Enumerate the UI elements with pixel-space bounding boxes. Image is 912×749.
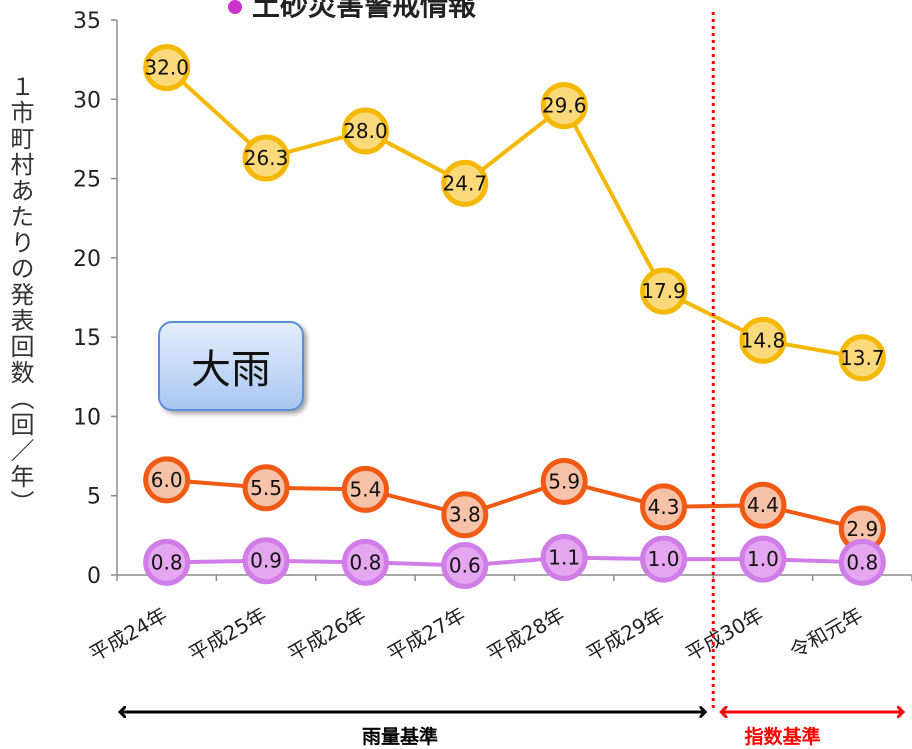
series-top-data-label: 29.6 <box>542 94 587 118</box>
series-top-data-label: 24.7 <box>443 171 488 195</box>
series-top-data-label: 14.8 <box>741 328 786 352</box>
series-mid-point <box>341 465 389 513</box>
series-top-data-label: 32.0 <box>144 56 189 80</box>
series-bottom-point <box>540 534 588 582</box>
y-tick-label: 30 <box>73 88 101 113</box>
series-bottom-data-label: 0.8 <box>151 550 183 574</box>
y-tick-label: 5 <box>87 485 101 510</box>
series-bottom-data-label: 1.0 <box>648 547 680 571</box>
series-bottom-data-label: 1.0 <box>747 547 779 571</box>
rain-callout-box: 大雨 <box>158 321 304 411</box>
x-tick-label: 平成26年 <box>284 603 370 667</box>
series-mid-data-label: 5.4 <box>350 477 382 501</box>
series-top-point <box>739 316 787 364</box>
series-top-point <box>341 107 389 155</box>
series-top-point <box>143 44 191 92</box>
y-tick-label: 35 <box>73 9 101 34</box>
series-top-line <box>165 66 863 360</box>
series-bottom-point <box>838 538 886 586</box>
series-top-point <box>242 134 290 182</box>
series-top-point <box>838 334 886 382</box>
x-tick-label: 平成24年 <box>85 603 171 667</box>
series-top-point <box>540 82 588 130</box>
y-tick-label: 10 <box>73 405 101 430</box>
series-mid-data-label: 4.4 <box>747 493 779 517</box>
series-bottom-point <box>441 541 489 589</box>
title-bullet-icon <box>228 0 242 14</box>
series-top-data-label: 28.0 <box>343 119 388 143</box>
series-mid-data-label: 6.0 <box>151 468 183 492</box>
series-bottom-data-label: 1.1 <box>548 546 580 570</box>
y-tick-label: 20 <box>73 247 101 272</box>
series-mid-data-label: 4.3 <box>648 495 680 519</box>
x-tick-label: 平成28年 <box>483 603 569 667</box>
x-tick-label: 令和元年 <box>786 603 867 664</box>
series-mid-point <box>441 491 489 539</box>
y-tick-label: 15 <box>73 326 101 351</box>
x-tick-label: 平成27年 <box>383 603 469 667</box>
series-mid-point <box>242 464 290 512</box>
series-top-data-label: 26.3 <box>244 146 289 170</box>
series-bottom-data-label: 0.9 <box>250 549 282 573</box>
series-bottom-point <box>739 535 787 583</box>
series-mid-data-label: 3.8 <box>449 503 481 527</box>
series-bottom-point <box>341 538 389 586</box>
series-mid-data-label: 5.5 <box>250 476 282 500</box>
series-bottom-data-label: 0.6 <box>449 553 481 577</box>
series-mid-data-label: 2.9 <box>846 517 878 541</box>
series-mid-point <box>640 483 688 531</box>
series-mid-point <box>540 457 588 505</box>
rain-basis-label: 雨量基準 <box>361 726 438 748</box>
series-top-data-label: 13.7 <box>840 346 885 370</box>
series-top-point <box>640 267 688 315</box>
chart-title-text: 土砂災害警戒情報 <box>252 0 477 22</box>
series-top-data-label: 17.9 <box>641 279 686 303</box>
chart-title-fragment: 土砂災害警戒情報 <box>228 0 476 24</box>
y-axis-label: １市町村あたりの発表回数（回／年） <box>6 74 34 516</box>
series-mid-point <box>143 456 191 504</box>
series-bottom-point <box>143 538 191 586</box>
series-mid-point <box>739 481 787 529</box>
x-tick-label: 平成25年 <box>185 603 271 667</box>
series-bottom-point <box>242 537 290 585</box>
series-bottom-data-label: 0.8 <box>846 550 878 574</box>
series-mid-data-label: 5.9 <box>548 469 580 493</box>
y-tick-label: 25 <box>73 168 101 193</box>
x-tick-label: 平成29年 <box>582 603 668 667</box>
series-bottom-point <box>640 535 688 583</box>
series-bottom-data-label: 0.8 <box>350 550 382 574</box>
series-top-point <box>441 159 489 207</box>
x-tick-label: 平成30年 <box>681 603 767 667</box>
index-basis-label: 指数基準 <box>744 726 821 748</box>
y-tick-label: 0 <box>87 564 101 589</box>
